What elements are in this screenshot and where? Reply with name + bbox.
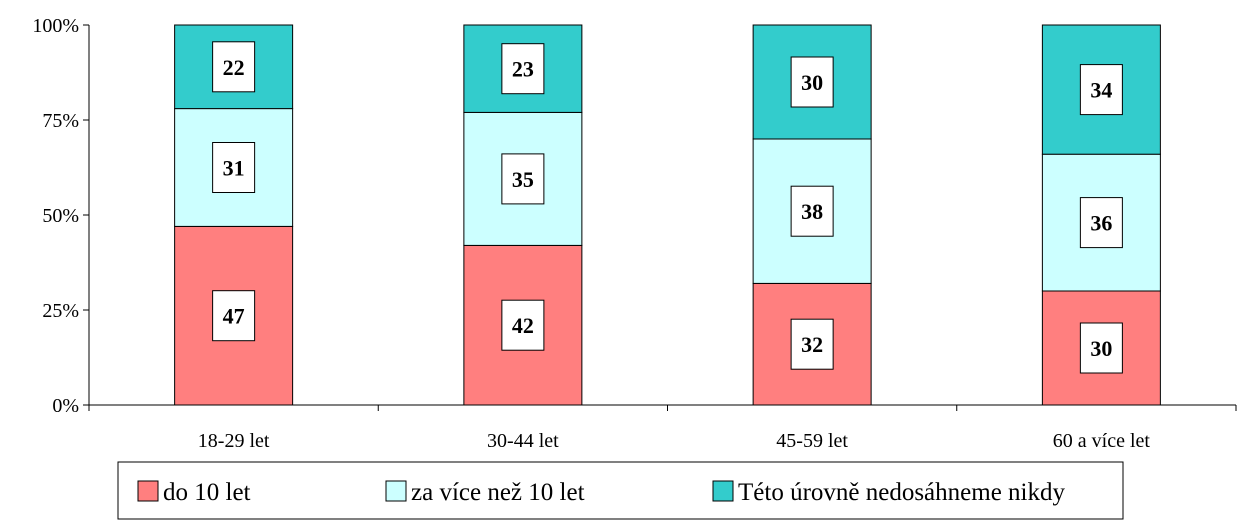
- data-label-box: [790, 185, 834, 237]
- data-label: 36: [1090, 211, 1112, 236]
- chart-axes: 0% 25% 50% 75% 100% 18-29 let 30-44 let 45-59 l…: [32, 15, 1237, 452]
- legend-label: Této úrovně nedosáhneme nikdy: [738, 479, 1065, 506]
- data-label: 31: [223, 156, 245, 181]
- x-category-label: 45-59 let: [776, 430, 848, 452]
- data-label: 42: [512, 313, 534, 338]
- bar-segment[interactable]: [1041, 290, 1161, 406]
- legend-box: [117, 461, 1124, 520]
- data-label: 22: [223, 55, 245, 80]
- data-label-box: [790, 56, 834, 108]
- data-label: 38: [801, 199, 823, 224]
- legend-swatch: [712, 480, 734, 502]
- x-category-label: 60 a více let: [1053, 430, 1151, 452]
- data-label: 47: [223, 304, 245, 329]
- data-label: 34: [1090, 78, 1112, 103]
- data-label-box: [212, 142, 256, 193]
- data-label-box: [1079, 197, 1123, 249]
- legend-label: za více než 10 let: [411, 479, 585, 506]
- legend-label: do 10 let: [163, 479, 251, 506]
- data-label-box: [1079, 322, 1123, 374]
- data-label-box: [1079, 64, 1123, 116]
- data-label-box: [212, 290, 256, 342]
- chart-legend: do 10 let za více než 10 let Této úrovně n…: [117, 461, 1124, 520]
- legend-swatch: [385, 480, 407, 502]
- data-label: 35: [512, 167, 534, 192]
- chart-bars: [174, 24, 1161, 406]
- x-category-label: 18-29 let: [198, 430, 270, 452]
- y-tick-label: 100%: [32, 15, 79, 37]
- legend-swatch: [137, 480, 159, 502]
- data-label: 30: [801, 70, 823, 95]
- data-label: 30: [1090, 336, 1112, 361]
- data-label-box: [212, 41, 256, 93]
- data-label-box: [501, 153, 545, 205]
- y-tick-label: 75%: [42, 110, 79, 132]
- data-label: 32: [801, 332, 823, 357]
- y-tick-label: 0%: [52, 395, 79, 417]
- x-category-label: 30-44 let: [487, 430, 559, 452]
- data-label-box: [790, 318, 834, 370]
- y-tick-label: 50%: [42, 205, 79, 227]
- data-label-box: [501, 43, 545, 95]
- data-label: 23: [512, 57, 534, 82]
- y-tick-label: 25%: [42, 300, 79, 322]
- chart-data-labels: 47 31 22 42 35 23 32 38 30 30 36 34: [212, 41, 1123, 374]
- data-label-box: [501, 299, 545, 351]
